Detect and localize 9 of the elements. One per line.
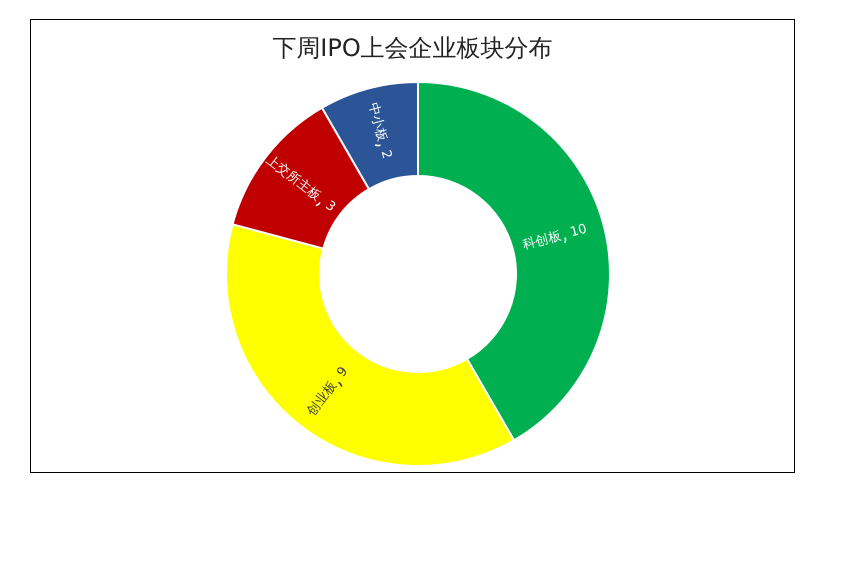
slice-label: 科创板 — [521, 228, 563, 254]
data-label: 10 — [568, 222, 589, 240]
data-label: 9 — [334, 364, 352, 380]
slice-label: 创业板 — [304, 378, 340, 419]
data-label: 3 — [322, 198, 338, 216]
chart-title: 下周IPO上会企业板块分布 — [271, 33, 554, 64]
slice-label: 上交所主板 — [262, 152, 324, 204]
data-label: 2 — [378, 148, 394, 161]
slice-label: 中小板 — [365, 101, 390, 143]
